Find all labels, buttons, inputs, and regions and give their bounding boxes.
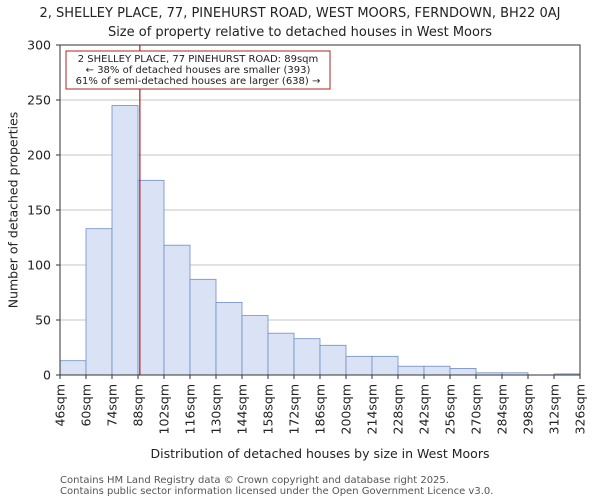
x-tick-label: 256sqm: [442, 384, 457, 434]
histogram-bar: [423, 365, 451, 376]
x-tick-label: 298sqm: [520, 384, 535, 434]
chart-subtitle: Size of property relative to detached ho…: [108, 25, 492, 40]
x-tick-label: 144sqm: [234, 384, 249, 434]
y-tick-label: 250: [27, 93, 51, 108]
x-tick-label: 186sqm: [312, 384, 327, 434]
x-tick-label: 214sqm: [364, 384, 379, 434]
footer-copyright: Contains HM Land Registry data © Crown c…: [60, 475, 449, 486]
histogram-bar: [397, 365, 425, 376]
histogram-bar: [163, 244, 191, 376]
y-tick-label: 100: [27, 258, 51, 273]
histogram-bar: [267, 332, 295, 376]
y-tick-label: 200: [27, 148, 51, 163]
x-tick-label: 74sqm: [104, 384, 119, 427]
x-tick-label: 228sqm: [390, 384, 405, 434]
x-tick-label: 200sqm: [338, 384, 353, 434]
y-tick-label: 0: [43, 368, 51, 383]
x-tick-label: 60sqm: [78, 384, 93, 427]
x-axis-label: Distribution of detached houses by size …: [150, 446, 489, 461]
bars: [59, 105, 581, 376]
histogram-bar: [371, 355, 399, 376]
x-tick-label: 130sqm: [208, 384, 223, 434]
histogram-bar: [111, 105, 139, 376]
histogram-bar: [293, 338, 321, 376]
histogram-bar: [215, 301, 243, 376]
y-tick-label: 300: [27, 38, 51, 53]
x-tick-label: 312sqm: [546, 384, 561, 434]
histogram-bar: [449, 367, 477, 376]
annotation-border: [65, 50, 331, 90]
histogram-bar: [85, 228, 113, 376]
y-tick-label: 50: [35, 313, 51, 328]
footer-licence: Contains public sector information licen…: [60, 486, 493, 497]
x-tick-label: 158sqm: [260, 384, 275, 434]
histogram-bar: [345, 355, 373, 376]
histogram-bar: [189, 278, 217, 376]
annotation-line-smaller: ← 38% of detached houses are smaller (39…: [86, 65, 311, 76]
histogram-bar: [59, 360, 87, 376]
annotation-box: 2 SHELLEY PLACE, 77 PINEHURST ROAD: 89sq…: [65, 50, 331, 90]
x-tick-label: 172sqm: [286, 384, 301, 434]
x-axis-ticks: 46sqm 60sqm 74sqm 88sqm 102sqm 116sqm 130sqm 14…: [52, 375, 587, 434]
x-tick-label: 270sqm: [468, 384, 483, 434]
y-axis-ticks: 0 50 100 150 200 250 300: [27, 38, 60, 383]
y-axis-label: Number of detached properties: [5, 112, 20, 309]
x-tick-label: 46sqm: [52, 384, 67, 427]
x-tick-label: 116sqm: [182, 384, 197, 434]
histogram-bar: [319, 344, 347, 376]
chart-title: 2, SHELLEY PLACE, 77, PINEHURST ROAD, WE…: [40, 6, 561, 21]
x-tick-label: 284sqm: [494, 384, 509, 434]
x-tick-label: 242sqm: [416, 384, 431, 434]
annotation-line-property: 2 SHELLEY PLACE, 77 PINEHURST ROAD: 89sq…: [78, 54, 319, 65]
y-tick-label: 150: [27, 203, 51, 218]
x-tick-label: 326sqm: [572, 384, 587, 434]
histogram-bar: [137, 179, 165, 376]
x-tick-label: 102sqm: [156, 384, 171, 434]
histogram-bar: [241, 315, 269, 376]
x-tick-label: 88sqm: [130, 384, 145, 427]
annotation-line-larger: 61% of semi-detached houses are larger (…: [76, 76, 321, 87]
